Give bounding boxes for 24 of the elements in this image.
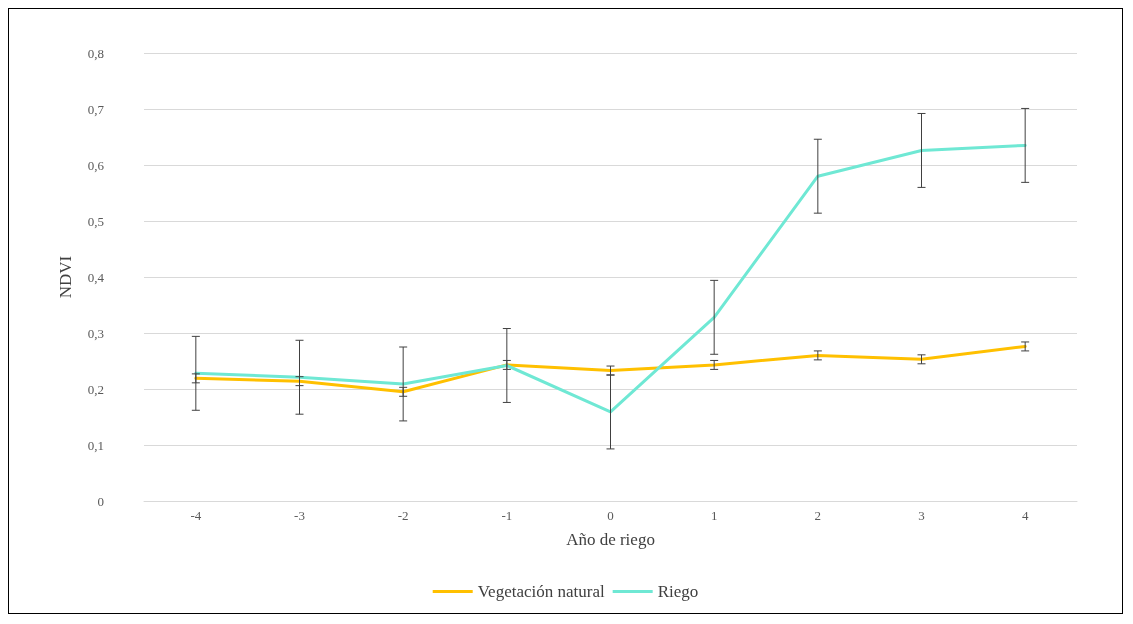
- y-tick-label: 0,1: [87, 437, 104, 453]
- y-tick-label: 0,8: [87, 45, 104, 61]
- x-tick-label: 4: [1021, 508, 1029, 523]
- x-tick-label: 1: [710, 508, 718, 523]
- y-tick-label: 0: [97, 493, 104, 509]
- line-series: [194, 344, 1027, 394]
- x-tick-label: -1: [501, 508, 513, 523]
- y-tick-label: 0,6: [87, 157, 105, 173]
- y-tick-label: 0,2: [87, 381, 104, 397]
- x-tick-label: -2: [397, 508, 409, 523]
- x-tick-label: -3: [294, 508, 305, 523]
- x-tick-label: 2: [814, 508, 822, 523]
- legend-label: Vegetación natural: [477, 582, 605, 601]
- legend-label: Riego: [657, 582, 699, 601]
- y-tick-label: 0,7: [87, 101, 105, 117]
- y-axis-title: NDVI: [56, 255, 75, 299]
- x-axis-title: Año de riego: [566, 530, 655, 549]
- y-tick-label: 0,5: [87, 213, 104, 229]
- x-tick-label: 3: [918, 508, 925, 523]
- y-tick-label: 0,3: [87, 325, 104, 341]
- x-tick-label: -4: [190, 508, 202, 523]
- y-tick-label: 0,4: [87, 269, 105, 285]
- x-tick-label: 0: [607, 508, 614, 523]
- line-series: [194, 143, 1027, 414]
